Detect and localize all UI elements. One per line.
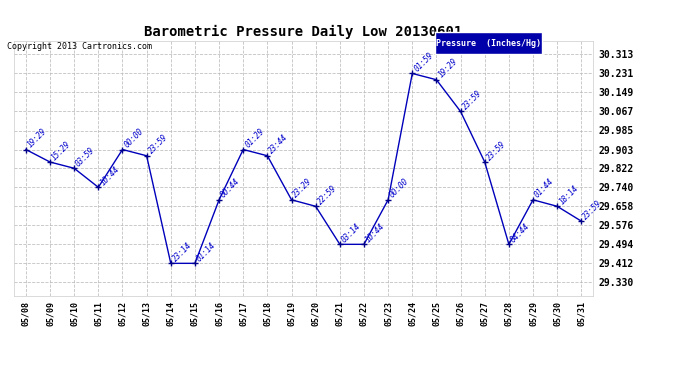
Text: 22:59: 22:59	[315, 184, 338, 206]
Text: 19:29: 19:29	[436, 57, 459, 80]
Text: 10:44: 10:44	[98, 165, 121, 187]
Text: Copyright 2013 Cartronics.com: Copyright 2013 Cartronics.com	[7, 42, 152, 51]
Text: 10:44: 10:44	[364, 222, 386, 245]
Text: 23:59: 23:59	[146, 133, 169, 156]
Text: 19:29: 19:29	[26, 127, 48, 150]
Text: 23:59: 23:59	[461, 89, 483, 111]
Text: 04:44: 04:44	[509, 222, 531, 245]
Text: 01:14: 01:14	[195, 241, 217, 263]
Text: 23:44: 23:44	[268, 133, 290, 156]
Text: 23:14: 23:14	[170, 241, 193, 263]
Text: 00:44: 00:44	[219, 177, 242, 200]
Text: 01:29: 01:29	[243, 127, 266, 150]
Title: Barometric Pressure Daily Low 20130601: Barometric Pressure Daily Low 20130601	[144, 24, 463, 39]
Text: 23:59: 23:59	[581, 198, 604, 221]
Text: 01:44: 01:44	[533, 177, 555, 200]
Text: Pressure  (Inches/Hg): Pressure (Inches/Hg)	[435, 39, 541, 48]
Text: 00:00: 00:00	[388, 177, 411, 200]
Text: 15:29: 15:29	[50, 139, 72, 162]
Text: 23:59: 23:59	[484, 139, 507, 162]
Text: 18:14: 18:14	[558, 184, 580, 206]
Text: 03:14: 03:14	[339, 222, 362, 245]
Text: 00:00: 00:00	[123, 127, 145, 150]
Text: 23:29: 23:29	[291, 177, 314, 200]
Text: 01:59: 01:59	[412, 51, 435, 74]
Text: 03:59: 03:59	[75, 146, 97, 168]
